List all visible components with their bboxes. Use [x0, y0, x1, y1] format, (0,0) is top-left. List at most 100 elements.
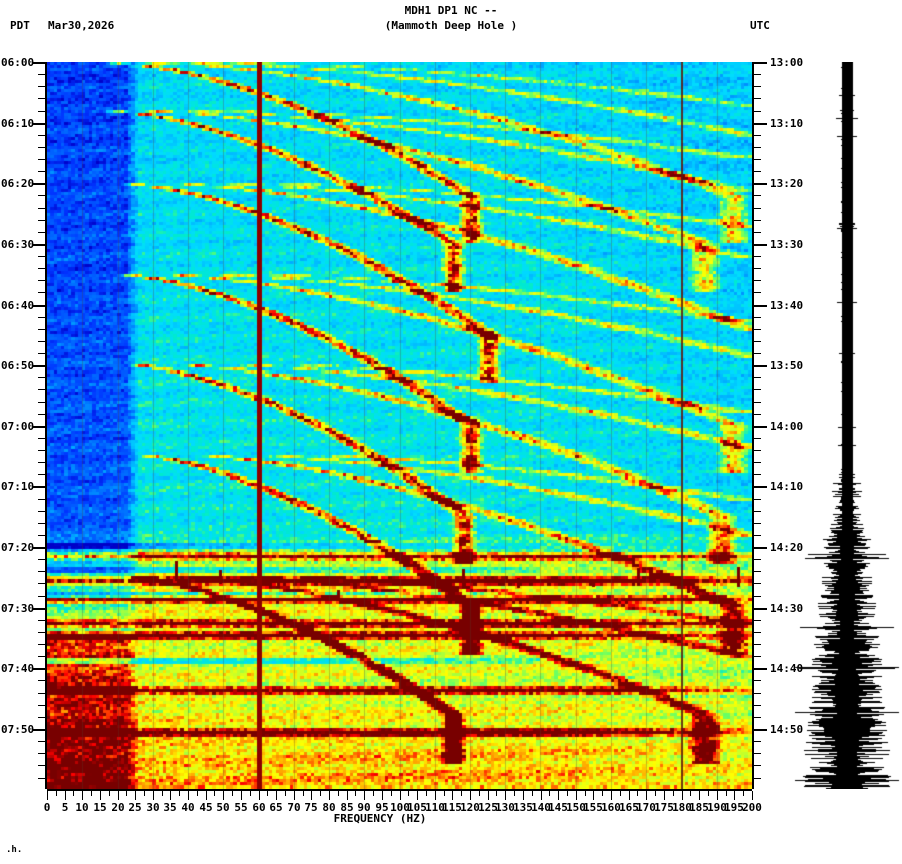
frequency-tick: [241, 791, 242, 800]
axis-tick: [38, 571, 46, 572]
frequency-minor-tick: [144, 791, 145, 796]
frequency-tick-label: 150: [566, 801, 586, 814]
axis-tick: [38, 583, 46, 584]
axis-tick-label: 14:00: [770, 420, 804, 433]
frequency-tick: [541, 791, 542, 800]
axis-tick: [38, 438, 46, 439]
axis-tick: [753, 111, 761, 112]
axis-tick: [753, 159, 761, 160]
frequency-tick: [558, 791, 559, 800]
frequency-tick: [311, 791, 312, 800]
frequency-tick: [593, 791, 594, 800]
frequency-minor-tick: [56, 791, 57, 796]
axis-tick: [753, 571, 761, 572]
axis-tick: [753, 693, 761, 694]
frequency-minor-tick: [179, 791, 180, 796]
frequency-tick-label: 120: [460, 801, 480, 814]
axis-tick: [753, 474, 761, 475]
axis-tick: [753, 559, 761, 560]
frequency-tick: [382, 791, 383, 800]
axis-tick: [38, 717, 46, 718]
axis-tick-label: 06:00: [1, 56, 35, 69]
frequency-tick-label: 10: [75, 801, 89, 814]
axis-tick: [38, 753, 46, 754]
frequency-tick-label: 190: [707, 801, 727, 814]
axis-tick: [32, 426, 46, 428]
axis-tick: [753, 244, 767, 246]
frequency-minor-tick: [232, 791, 233, 796]
frequency-tick-label: 55: [234, 801, 248, 814]
axis-tick-label: 13:30: [770, 238, 804, 251]
axis-tick: [38, 729, 46, 730]
axis-tick: [38, 111, 46, 112]
axis-tick: [32, 62, 46, 64]
axis-tick: [38, 511, 46, 512]
frequency-minor-tick: [303, 791, 304, 796]
axis-tick: [753, 778, 761, 779]
axis-tick: [32, 547, 46, 549]
axis-tick-label: 06:20: [1, 177, 35, 190]
axis-tick: [753, 329, 761, 330]
frequency-minor-tick: [214, 791, 215, 796]
axis-tick: [38, 280, 46, 281]
frequency-tick: [118, 791, 119, 800]
left-timezone-label: PDT: [10, 19, 30, 32]
frequency-minor-tick: [408, 791, 409, 796]
frequency-tick: [276, 791, 277, 800]
frequency-tick: [611, 791, 612, 800]
frequency-minor-tick: [479, 791, 480, 796]
axis-tick: [753, 353, 761, 354]
frequency-tick: [717, 791, 718, 800]
frequency-tick: [294, 791, 295, 800]
axis-tick: [753, 656, 761, 657]
axis-tick: [753, 499, 761, 500]
frequency-tick: [347, 791, 348, 800]
frequency-tick: [435, 791, 436, 800]
frequency-tick-label: 195: [724, 801, 744, 814]
time-axis-utc: 13:00 13:10 13:20 13:30 13:40 13:50 14:00 14:10…: [752, 0, 872, 864]
frequency-tick: [100, 791, 101, 800]
axis-tick: [753, 256, 761, 257]
time-axis-local: 06:00 06:10 06:20 06:30 06:40 06:50 07:00 07:10…: [0, 0, 47, 864]
axis-tick: [38, 450, 46, 451]
axis-tick: [38, 220, 46, 221]
axis-tick: [753, 305, 767, 307]
axis-tick: [38, 98, 46, 99]
axis-tick: [38, 693, 46, 694]
axis-tick: [38, 147, 46, 148]
frequency-tick-label: 45: [199, 801, 213, 814]
axis-tick: [38, 778, 46, 779]
axis-tick: [753, 705, 761, 706]
axis-tick: [753, 414, 761, 415]
frequency-tick: [734, 791, 735, 800]
frequency-tick: [47, 791, 48, 800]
axis-tick: [38, 341, 46, 342]
axis-tick-label: 13:50: [770, 359, 804, 372]
axis-tick: [753, 608, 767, 610]
axis-tick: [32, 123, 46, 125]
frequency-tick: [188, 791, 189, 800]
axis-tick: [753, 268, 761, 269]
axis-tick: [38, 535, 46, 536]
axis-tick: [38, 474, 46, 475]
frequency-minor-tick: [338, 791, 339, 796]
axis-tick: [38, 86, 46, 87]
frequency-minor-tick: [743, 791, 744, 796]
frequency-tick: [329, 791, 330, 800]
axis-tick: [38, 523, 46, 524]
frequency-tick: [523, 791, 524, 800]
spectrogram-plot[interactable]: [47, 62, 752, 789]
axis-tick-label: 13:10: [770, 117, 804, 130]
axis-tick: [32, 365, 46, 367]
axis-tick: [38, 596, 46, 597]
axis-tick: [753, 341, 761, 342]
frequency-tick-label: 140: [531, 801, 551, 814]
axis-tick: [753, 680, 761, 681]
axis-tick: [753, 535, 761, 536]
axis-tick: [753, 377, 761, 378]
frequency-tick: [417, 791, 418, 800]
axis-tick-label: 13:40: [770, 299, 804, 312]
frequency-minor-tick: [73, 791, 74, 796]
axis-tick: [38, 632, 46, 633]
frequency-minor-tick: [690, 791, 691, 796]
